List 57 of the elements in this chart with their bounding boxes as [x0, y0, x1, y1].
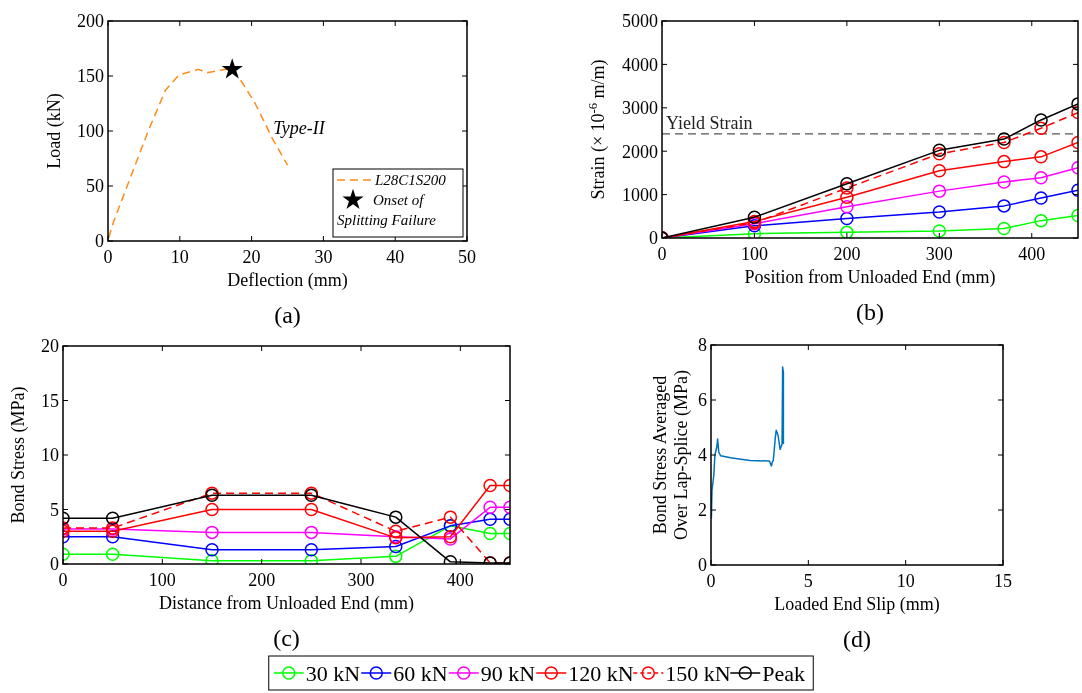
- x-tick-label: 400: [1018, 244, 1046, 264]
- legend-label: Peak: [762, 660, 806, 686]
- annotation: Type-II: [273, 118, 326, 139]
- y-tick-label: 8: [698, 335, 707, 356]
- y-tick-label: 5: [50, 499, 59, 520]
- y-tick-label: 4000: [622, 54, 658, 75]
- y-tick-label: 2: [698, 500, 707, 521]
- y-tick-label: 3000: [622, 98, 658, 119]
- legend-label: 150 kN: [665, 660, 731, 686]
- x-axis-title: Deflection (mm): [227, 270, 348, 291]
- y-tick-label: 15: [41, 390, 59, 411]
- y-axis-title: Bond Stress Averaged Over Lap-Splice (MPa): [649, 370, 692, 540]
- y-axis-title: Load (kN): [43, 93, 65, 169]
- x-tick-label: 200: [248, 570, 276, 590]
- y-tick-label: 6: [698, 390, 707, 411]
- y-tick-label: 4: [698, 445, 707, 466]
- x-axis-title: Loaded End Slip (mm): [774, 594, 940, 615]
- y-tick-label: 0: [50, 554, 59, 575]
- x-tick-label: 200: [833, 244, 861, 264]
- x-tick-label: 10: [896, 571, 915, 591]
- y-tick-label: 200: [77, 11, 104, 32]
- y-tick-label: 10: [41, 445, 59, 466]
- text: (c): [273, 625, 300, 651]
- x-tick-label: 40: [386, 247, 405, 267]
- y-tick-label: 20: [41, 336, 59, 357]
- x-tick-label: 300: [925, 244, 953, 264]
- x-tick-label: 5: [803, 571, 813, 591]
- legend-label: 30 kN: [305, 660, 361, 686]
- x-tick-label: 15: [994, 571, 1012, 591]
- y-tick-label: 5000: [622, 11, 658, 32]
- x-tick-label: 100: [148, 570, 176, 590]
- y-axis-title: Bond Stress (MPa): [8, 386, 29, 524]
- y-tick-label: 0: [649, 228, 658, 249]
- y-tick-label: 50: [86, 176, 104, 197]
- legend-label: 90 kN: [480, 660, 536, 686]
- x-tick-label: 20: [242, 247, 261, 267]
- y-tick-label: 2000: [622, 141, 658, 162]
- x-tick-label: 50: [458, 247, 476, 267]
- legend-label: 60 kN: [393, 660, 448, 686]
- text: (a): [274, 302, 301, 328]
- y-tick-label: 0: [698, 555, 707, 576]
- x-tick-label: 400: [446, 570, 474, 590]
- text: (b): [856, 299, 884, 325]
- x-tick-label: 10: [170, 247, 189, 267]
- legend-label: Onset of Splitting Failure: [337, 192, 437, 228]
- legend-label: L28C1S200: [374, 172, 447, 188]
- x-tick-label: 30: [314, 247, 333, 267]
- text: (d): [843, 626, 871, 652]
- x-tick-label: 300: [347, 570, 375, 590]
- legend-label: 120 kN: [568, 660, 634, 686]
- x-axis-title: Distance from Unloaded End (mm): [159, 593, 414, 614]
- y-tick-label: 1000: [622, 184, 658, 205]
- x-tick-label: 100: [740, 244, 768, 264]
- y-tick-label: 150: [77, 66, 104, 87]
- ref-line-label: Yield Strain: [666, 112, 753, 133]
- y-tick-label: 100: [77, 121, 104, 142]
- x-axis-title: Position from Unloaded End (mm): [744, 267, 996, 288]
